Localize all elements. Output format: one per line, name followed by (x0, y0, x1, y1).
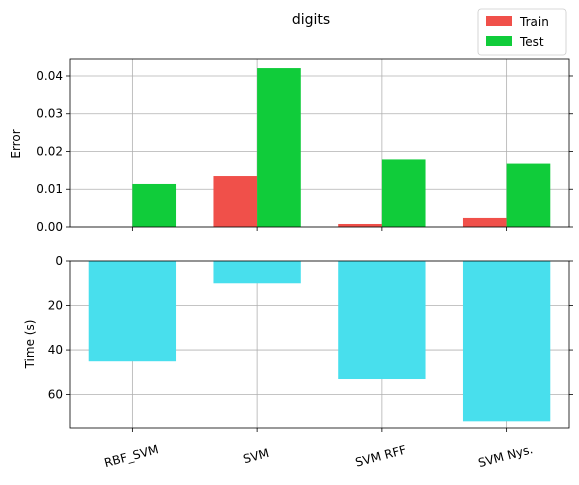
bottom-y-tick-label: 40 (48, 343, 63, 357)
chart-legend: Train Test (477, 8, 567, 56)
bottom-y-tick-label: 0 (55, 254, 63, 268)
top-bar-train (462, 217, 507, 227)
x-tick-label: SVM (242, 446, 271, 466)
top-y-tick-label: 0.04 (36, 69, 63, 83)
top-bar-train (213, 176, 258, 227)
legend-swatch-test (486, 36, 512, 46)
top-bar-test (506, 163, 551, 227)
bottom-plot-frame (69, 260, 570, 429)
top-bar-test (132, 183, 177, 227)
bottom-bar-time (213, 261, 301, 284)
x-tick-label: RBF_SVM (103, 442, 160, 470)
top-bar-test (257, 68, 301, 228)
top-y-tick-label: 0.02 (36, 144, 63, 158)
top-y-axis-label: Error (9, 129, 23, 158)
x-tick-label: SVM RFF (354, 443, 408, 470)
bottom-bar-time (338, 261, 426, 380)
legend-label-train: Train (519, 15, 549, 29)
top-y-tick-label: 0.03 (36, 107, 63, 121)
bottom-bar-time (88, 261, 177, 362)
top-y-tick-label: 0.00 (36, 220, 63, 234)
top-y-tick-label: 0.01 (36, 182, 63, 196)
legend-label-test: Test (519, 35, 544, 49)
bottom-y-axis-label: Time (s) (23, 320, 37, 370)
bottom-y-tick-label: 20 (48, 299, 63, 313)
top-bar-test (381, 159, 426, 227)
legend-swatch-train (486, 16, 512, 26)
top-plot-frame (69, 58, 570, 228)
chart-title: digits (292, 12, 330, 28)
bottom-y-tick-label: 60 (48, 388, 63, 402)
top-bar-train (338, 223, 382, 227)
x-tick-label: SVM Nys. (477, 442, 535, 470)
bottom-bar-time (462, 261, 551, 422)
